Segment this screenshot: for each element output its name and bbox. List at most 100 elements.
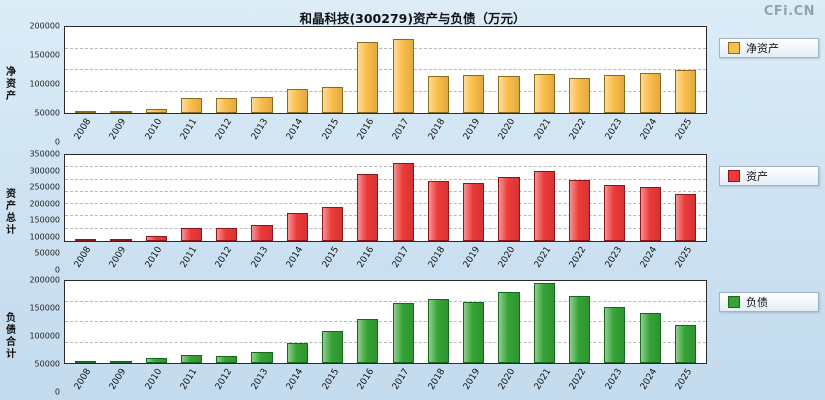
x-tick: 2025: [669, 242, 704, 270]
bar-slot: [244, 155, 279, 241]
total-assets-bar-2013: [251, 225, 273, 241]
total-assets-bar-2024: [639, 186, 661, 241]
page-title: 和晶科技(300279)资产与负债（万元）: [299, 11, 526, 26]
x-tick: 2016: [350, 242, 385, 270]
total-liabilities-bar-2022: [569, 296, 591, 363]
bar-slot: [350, 155, 385, 241]
total-liabilities-bar-2014: [286, 342, 308, 363]
legend-label: 负债: [746, 296, 768, 309]
x-tick-label: 2011: [178, 367, 200, 392]
bar-slot: [174, 27, 209, 113]
legend-swatch-total-assets: [728, 170, 740, 182]
bar-slot: [68, 281, 103, 363]
x-tick: 2010: [138, 242, 173, 270]
bar-slot: [350, 27, 385, 113]
gridline: [65, 166, 706, 168]
chart-panel-total-assets: 资产总计 0 50000 100000 150000 200000 250000 30000…: [0, 150, 825, 275]
bar-slot: [68, 27, 103, 113]
x-tick: 2019: [456, 114, 491, 142]
x-tick-label: 2014: [284, 245, 306, 270]
x-tick-label: 2022: [568, 117, 589, 142]
total-assets-bar-2022: [569, 179, 591, 241]
x-tick-label: 2012: [214, 245, 235, 270]
bar-slot: [103, 281, 138, 363]
total-assets-bar-2023: [604, 184, 626, 241]
x-tick: 2020: [492, 114, 527, 142]
y-axis-title-total-assets: 资产总计: [3, 188, 15, 236]
total-assets-bar-2020: [498, 176, 520, 241]
x-tick-label: 2009: [107, 117, 129, 142]
y-tick-label: 350000: [29, 149, 60, 159]
x-tick: 2020: [492, 242, 527, 270]
x-tick: 2023: [598, 364, 633, 392]
bar-slot: [174, 155, 209, 241]
bar-slot: [668, 155, 703, 241]
x-tick-label: 2012: [214, 367, 235, 392]
bar-slot: [562, 27, 597, 113]
x-tick: 2010: [138, 364, 173, 392]
x-tick: 2008: [67, 242, 102, 270]
total-liabilities-bar-2008: [75, 361, 97, 363]
total-assets-bar-2021: [533, 171, 555, 241]
total-assets-bar-2009: [110, 238, 132, 241]
total-liabilities-bar-2025: [674, 325, 696, 363]
bar-slot: [209, 27, 244, 113]
x-tick-label: 2019: [461, 245, 483, 270]
bar-slot: [527, 281, 562, 363]
x-tick-label: 2019: [461, 367, 483, 392]
x-tick-label: 2009: [107, 245, 129, 270]
x-tick-label: 2013: [249, 117, 271, 142]
total-liabilities-bar-2013: [251, 352, 273, 363]
net-assets-bar-2022: [569, 77, 591, 113]
x-tick: 2019: [456, 364, 491, 392]
gridline: [65, 178, 706, 180]
x-tick-label: 2025: [674, 367, 695, 392]
x-tick: 2019: [456, 242, 491, 270]
legend-net-assets: 净资产: [719, 38, 819, 58]
total-liabilities-bar-2016: [357, 319, 379, 363]
y-axis-ticks: 0 50000 100000 150000 200000: [18, 22, 64, 147]
bar-slot: [244, 281, 279, 363]
net-assets-bar-2011: [180, 97, 203, 113]
x-tick: 2021: [527, 242, 562, 270]
gridline: [65, 90, 706, 92]
x-tick-label: 2014: [284, 117, 306, 142]
net-assets-bar-2014: [286, 89, 308, 113]
x-tick-label: 2021: [532, 367, 554, 392]
total-assets-bar-2011: [180, 227, 203, 241]
total-assets-bar-2025: [674, 193, 696, 241]
x-tick: 2021: [527, 114, 562, 142]
x-tick-label: 2015: [320, 245, 341, 270]
x-tick: 2015: [315, 364, 350, 392]
total-liabilities-bar-2015: [322, 331, 344, 363]
bar-slot: [280, 27, 315, 113]
x-tick: 2018: [421, 364, 456, 392]
x-tick-label: 2021: [532, 117, 554, 142]
bar-slot: [315, 155, 350, 241]
x-tick-label: 2010: [143, 367, 164, 392]
total-assets-bar-2018: [427, 181, 450, 241]
x-tick: 2013: [244, 114, 279, 142]
bar-slot: [456, 155, 491, 241]
x-tick: 2018: [421, 114, 456, 142]
x-tick: 2008: [67, 114, 102, 142]
y-axis-title-net-assets: 净资产: [3, 66, 15, 102]
x-tick-label: 2022: [568, 245, 589, 270]
gridline: [65, 321, 706, 322]
legend-label: 净资产: [746, 42, 779, 55]
net-assets-bar-2017: [392, 39, 414, 113]
y-tick-label: 100000: [29, 232, 60, 242]
x-tick: 2017: [386, 242, 421, 270]
gridline: [65, 300, 706, 302]
total-assets-bar-2008: [75, 239, 97, 241]
x-tick-label: 2018: [426, 245, 448, 270]
x-tick-label: 2024: [638, 367, 660, 392]
total-assets-bar-2012: [216, 228, 238, 241]
x-tick: 2018: [421, 242, 456, 270]
x-tick: 2011: [173, 364, 208, 392]
gridline: [65, 190, 706, 192]
bar-slot: [139, 27, 174, 113]
x-tick: 2024: [633, 242, 668, 270]
net-assets-bar-2009: [110, 111, 132, 113]
y-tick-label: 100000: [29, 79, 60, 89]
